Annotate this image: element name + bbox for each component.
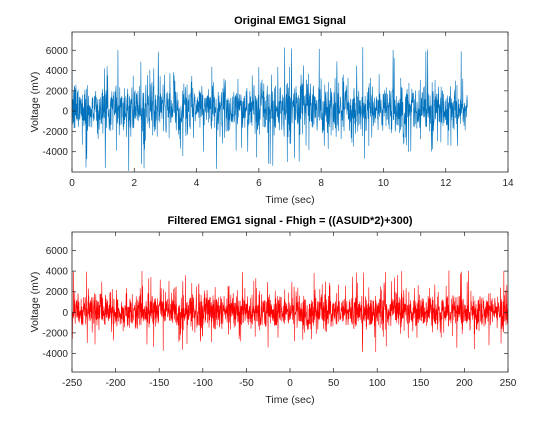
y-tick-label: -4000	[42, 147, 68, 158]
x-tick-label: -50	[239, 378, 254, 389]
x-tick-label: -150	[149, 378, 169, 389]
x-tick-label: 200	[456, 378, 473, 389]
x-tick-label: 250	[500, 378, 517, 389]
y-tick-label: 2000	[46, 287, 69, 298]
plot-area	[72, 232, 508, 372]
y-tick-label: 4000	[46, 267, 69, 278]
x-tick-label: 4	[194, 178, 200, 189]
x-tick-label: -250	[62, 378, 82, 389]
x-tick-label: 50	[328, 378, 340, 389]
signal-line	[72, 47, 468, 171]
x-axis-ticks: 0 2 4 6 8 10 12 14	[69, 32, 514, 189]
x-axis-label: Time (sec)	[265, 194, 314, 206]
x-tick-label: 2	[132, 178, 138, 189]
chart-title: Original EMG1 Signal	[234, 15, 346, 27]
y-tick-label: 0	[62, 107, 68, 118]
x-tick-label: 0	[287, 378, 293, 389]
y-tick-label: 2000	[46, 86, 69, 97]
x-tick-label: -100	[193, 378, 213, 389]
x-tick-label: 12	[440, 178, 452, 189]
x-tick-label: 14	[502, 178, 514, 189]
x-axis-label: Time (sec)	[265, 394, 314, 406]
signal-trace-group	[72, 270, 508, 353]
y-axis-ticks: -4000 -2000 0 2000 4000 6000	[42, 46, 508, 158]
signal-trace-group	[72, 47, 468, 171]
x-tick-label: 6	[256, 178, 262, 189]
y-tick-label: 4000	[46, 66, 69, 77]
chart-title: Filtered EMG1 signal - Fhigh = ((ASUID*2…	[167, 215, 412, 227]
x-tick-label: -200	[106, 378, 126, 389]
filtered-signal-panel: Filtered EMG1 signal - Fhigh = ((ASUID*2…	[29, 215, 517, 406]
original-signal-panel: Original EMG1 Signal 0 2 4 6 8 10 12 14 -4000 -2…	[29, 15, 514, 206]
x-axis-ticks: -250 -200 -150 -100 -50 0 50 100 150 200 250	[62, 232, 517, 389]
x-tick-label: 0	[69, 178, 75, 189]
x-tick-label: 10	[378, 178, 390, 189]
y-tick-label: -2000	[42, 328, 68, 339]
y-tick-label: 6000	[46, 246, 69, 257]
y-axis-label: Voltage (mV)	[29, 72, 41, 133]
y-axis-label: Voltage (mV)	[29, 272, 41, 333]
y-tick-label: 0	[62, 308, 68, 319]
y-tick-label: -2000	[42, 127, 68, 138]
y-axis-ticks: -4000 -2000 0 2000 4000 6000	[42, 246, 508, 360]
axes-frame	[71, 31, 509, 173]
x-tick-label: 8	[318, 178, 324, 189]
x-tick-label: 100	[369, 378, 386, 389]
x-tick-label: 150	[412, 378, 429, 389]
y-tick-label: -4000	[42, 349, 68, 360]
y-tick-label: 6000	[46, 46, 69, 57]
signal-line	[72, 270, 508, 353]
